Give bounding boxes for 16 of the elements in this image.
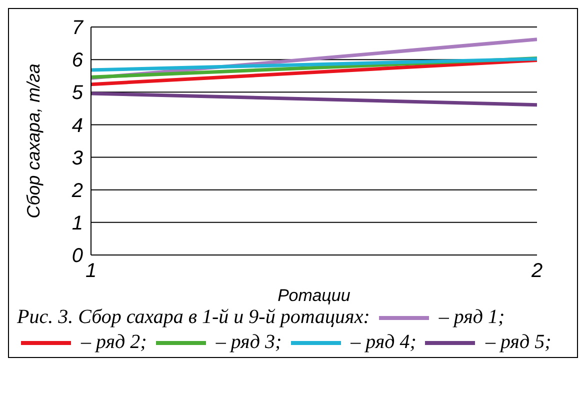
x-axis-title: Ротации — [278, 286, 351, 305]
y-tick-label: 6 — [72, 50, 84, 72]
y-tick-label: 7 — [72, 17, 84, 40]
y-tick-label: 5 — [72, 82, 84, 104]
text: Рис. 3. Сбор сахара в 1-й и 9-й ротациях: — [17, 306, 371, 328]
legend-label: – ряд 2; — [81, 331, 147, 353]
y-tick-label: 2 — [70, 180, 83, 202]
y-tick-label: 3 — [72, 147, 83, 170]
y-tick-label: 0 — [72, 245, 83, 268]
legend-label: – ряд 5; — [485, 331, 552, 353]
legend-label: – ряд 4; — [350, 331, 416, 353]
legend-label: – ряд 1; — [438, 306, 505, 328]
y-tick-label: 1 — [72, 212, 83, 235]
legend-label: – ряд 3; — [216, 331, 282, 353]
y-tick-label: 4 — [72, 114, 83, 137]
y-axis-title: Сбор сахара, т/га — [23, 64, 44, 218]
